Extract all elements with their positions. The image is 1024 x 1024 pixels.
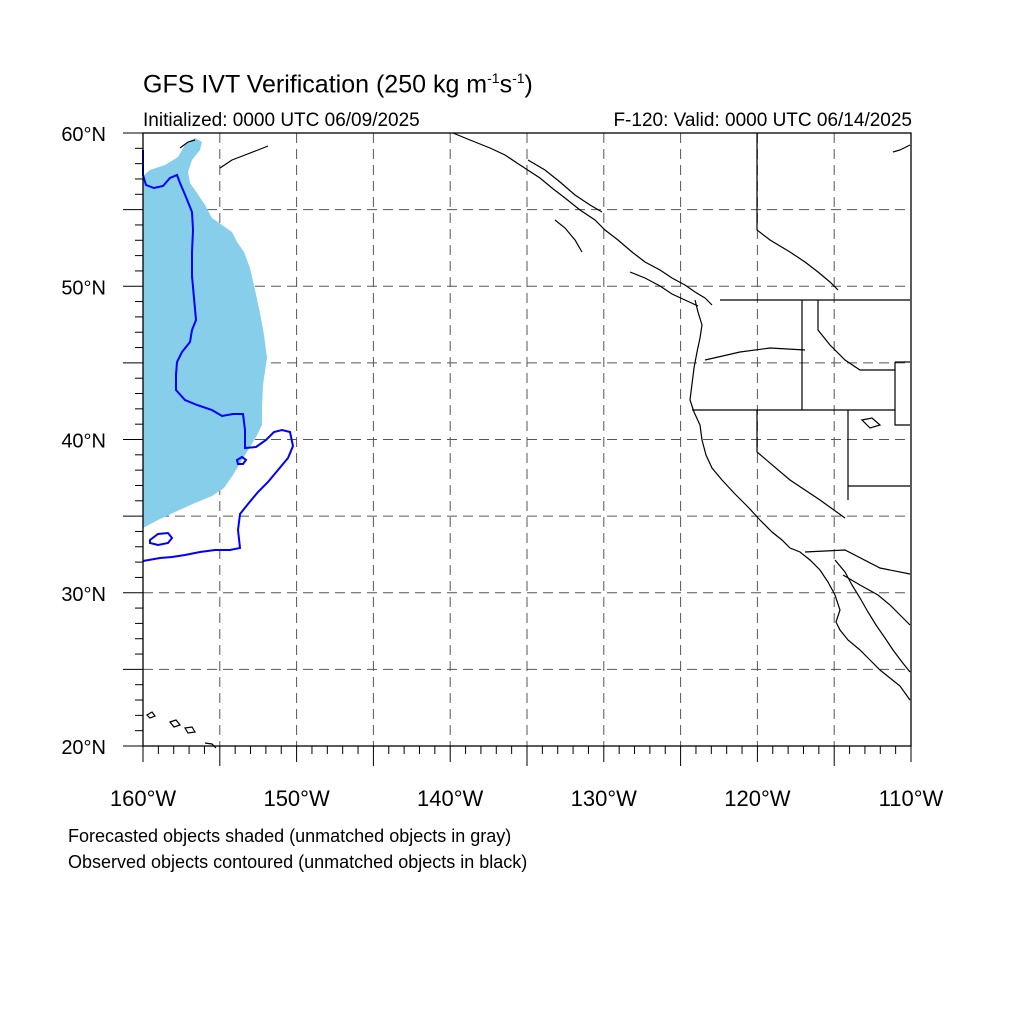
lat-tick-label: 50°N: [61, 277, 106, 299]
lat-tick-label: 40°N: [61, 431, 106, 453]
lat-tick-label: 60°N: [61, 124, 106, 146]
valid-time: F-120: Valid: 0000 UTC 06/14/2025: [613, 110, 912, 131]
initialized-time: Initialized: 0000 UTC 06/09/2025: [143, 110, 420, 131]
coastlines: [179, 132, 911, 701]
hawaiian-islands: [146, 711, 217, 749]
observed-object-contour-small-2: [235, 455, 248, 465]
lon-tick-label: 140°W: [417, 786, 484, 811]
graticule: [143, 133, 911, 746]
lon-tick-label: 160°W: [110, 786, 177, 811]
lat-tick-label: 20°N: [61, 737, 106, 759]
lat-tick-label: 30°N: [61, 584, 106, 606]
observed-object-contour: [142, 150, 295, 562]
forecast-object-shaded: [143, 138, 267, 528]
forecast-legend-note: Forecasted objects shaded (unmatched obj…: [68, 826, 512, 846]
longitude-labels: 160°W 150°W 140°W 130°W 120°W 110°W: [110, 786, 944, 811]
lon-tick-label: 150°W: [263, 786, 330, 811]
observed-legend-note: Observed objects contoured (unmatched ob…: [68, 852, 528, 872]
latitude-labels: 20°N 30°N 40°N 50°N 60°N: [61, 124, 106, 759]
axis-ticks: [123, 132, 912, 766]
lon-tick-label: 130°W: [571, 786, 638, 811]
map-title: GFS IVT Verification (250 kg m-1s-1): [143, 70, 533, 99]
lon-tick-label: 110°W: [879, 786, 944, 811]
lon-tick-label: 120°W: [724, 786, 791, 811]
observed-object-contour-small-1: [149, 531, 174, 547]
